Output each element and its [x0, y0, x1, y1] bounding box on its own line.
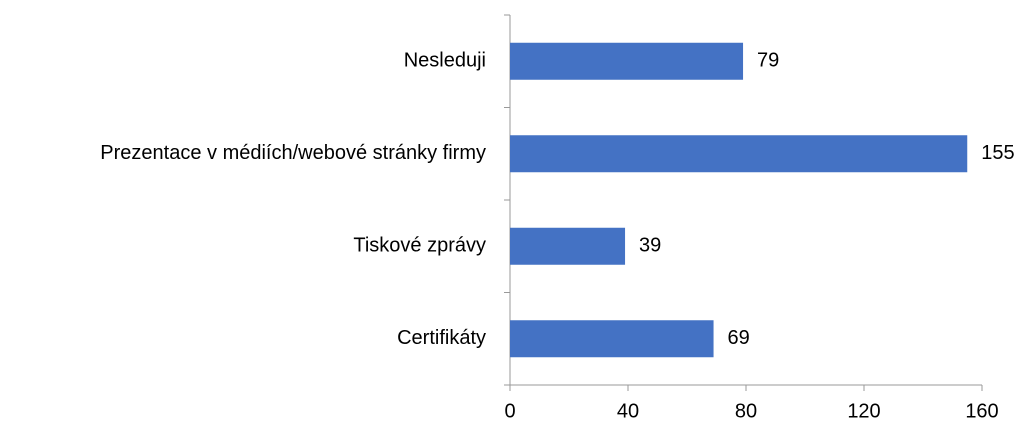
- bar: [510, 320, 714, 358]
- y-tick-label: Tiskové zprávy: [353, 235, 486, 257]
- x-tick-label: 0: [504, 400, 515, 422]
- y-tick-label: Prezentace v médiích/webové stránky firm…: [100, 142, 486, 164]
- x-tick-label: 160: [965, 400, 998, 422]
- data-label: 155: [981, 142, 1014, 164]
- y-tick-label: Nesleduji: [404, 50, 486, 72]
- bar: [510, 227, 626, 265]
- x-tick-label: 40: [617, 400, 639, 422]
- bar: [510, 42, 744, 80]
- data-label: 79: [757, 50, 779, 72]
- x-tick-label: 80: [735, 400, 757, 422]
- x-tick-label: 120: [847, 400, 880, 422]
- y-tick-label: Certifikáty: [397, 327, 486, 349]
- data-label: 69: [728, 327, 750, 349]
- bar: [510, 135, 968, 173]
- data-label: 39: [639, 235, 661, 257]
